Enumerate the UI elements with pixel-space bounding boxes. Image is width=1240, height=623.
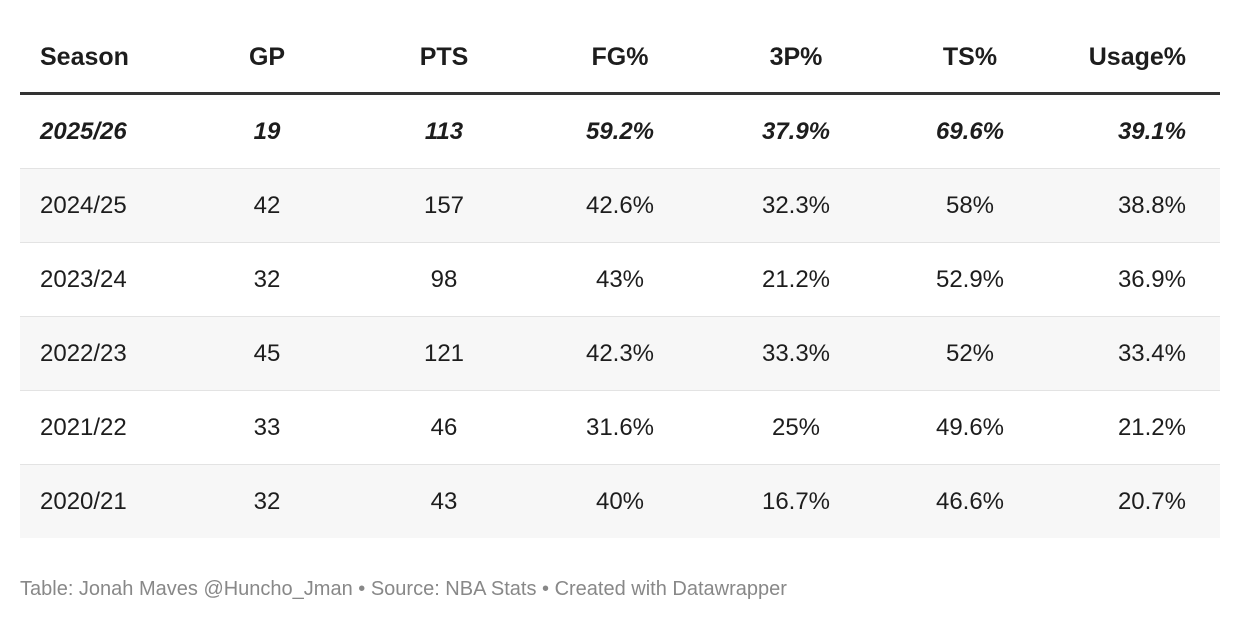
column-header-fg-pct: FG%: [554, 22, 686, 95]
cell-ts-pct: 49.6%: [906, 390, 1034, 465]
cell-fg-pct: 40%: [554, 464, 686, 538]
cell-fg-pct: 42.3%: [554, 316, 686, 391]
table-row: 2021/22 33 46 31.6% 25% 49.6% 21.2%: [20, 390, 1220, 465]
cell-season: 2023/24: [20, 242, 200, 317]
cell-3p-pct: 37.9%: [686, 93, 906, 169]
cell-3p-pct: 32.3%: [686, 168, 906, 243]
cell-3p-pct: 21.2%: [686, 242, 906, 317]
table-row: 2025/26 19 113 59.2% 37.9% 69.6% 39.1%: [20, 93, 1220, 169]
stats-table: Season GP PTS FG% 3P% TS% Usage% 2025/26 19 113 5…: [20, 22, 1220, 538]
cell-fg-pct: 43%: [554, 242, 686, 317]
cell-fg-pct: 59.2%: [554, 93, 686, 169]
cell-pts: 113: [334, 93, 554, 169]
cell-season: 2024/25: [20, 168, 200, 243]
cell-season: 2021/22: [20, 390, 200, 465]
cell-ts-pct: 58%: [906, 168, 1034, 243]
cell-ts-pct: 46.6%: [906, 464, 1034, 538]
cell-usage-pct: 33.4%: [1034, 316, 1220, 391]
table-row: 2020/21 32 43 40% 16.7% 46.6% 20.7%: [20, 464, 1220, 538]
cell-pts: 157: [334, 168, 554, 243]
cell-usage-pct: 21.2%: [1034, 390, 1220, 465]
column-header-gp: GP: [200, 22, 334, 95]
cell-gp: 32: [200, 242, 334, 317]
cell-season: 2020/21: [20, 464, 200, 538]
column-header-season: Season: [20, 22, 200, 95]
cell-gp: 42: [200, 168, 334, 243]
cell-season: 2025/26: [20, 93, 200, 169]
cell-fg-pct: 31.6%: [554, 390, 686, 465]
cell-ts-pct: 69.6%: [906, 93, 1034, 169]
table-row: 2023/24 32 98 43% 21.2% 52.9% 36.9%: [20, 242, 1220, 317]
cell-usage-pct: 38.8%: [1034, 168, 1220, 243]
cell-3p-pct: 33.3%: [686, 316, 906, 391]
cell-fg-pct: 42.6%: [554, 168, 686, 243]
table-row: 2022/23 45 121 42.3% 33.3% 52% 33.4%: [20, 316, 1220, 391]
cell-usage-pct: 36.9%: [1034, 242, 1220, 317]
cell-gp: 33: [200, 390, 334, 465]
cell-season: 2022/23: [20, 316, 200, 391]
cell-ts-pct: 52.9%: [906, 242, 1034, 317]
cell-gp: 19: [200, 93, 334, 169]
cell-3p-pct: 25%: [686, 390, 906, 465]
cell-pts: 46: [334, 390, 554, 465]
cell-pts: 121: [334, 316, 554, 391]
cell-gp: 45: [200, 316, 334, 391]
footer-credits: Table: Jonah Maves @Huncho_Jman • Source…: [20, 578, 787, 600]
column-header-usage-pct: Usage%: [1034, 22, 1220, 95]
cell-usage-pct: 20.7%: [1034, 464, 1220, 538]
column-header-ts-pct: TS%: [906, 22, 1034, 95]
column-header-3p-pct: 3P%: [686, 22, 906, 95]
cell-3p-pct: 16.7%: [686, 464, 906, 538]
cell-pts: 98: [334, 242, 554, 317]
cell-usage-pct: 39.1%: [1034, 93, 1220, 169]
cell-gp: 32: [200, 464, 334, 538]
cell-pts: 43: [334, 464, 554, 538]
header-row: Season GP PTS FG% 3P% TS% Usage%: [20, 22, 1220, 95]
cell-ts-pct: 52%: [906, 316, 1034, 391]
column-header-pts: PTS: [334, 22, 554, 95]
table-row: 2024/25 42 157 42.6% 32.3% 58% 38.8%: [20, 168, 1220, 243]
